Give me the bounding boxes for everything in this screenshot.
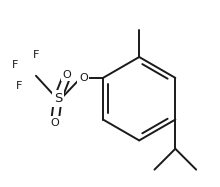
Text: F: F [16, 81, 22, 91]
Text: F: F [33, 50, 39, 60]
Text: O: O [79, 73, 88, 83]
Text: O: O [63, 70, 72, 80]
Text: O: O [50, 118, 59, 128]
Text: S: S [54, 92, 62, 105]
Text: F: F [12, 60, 18, 70]
